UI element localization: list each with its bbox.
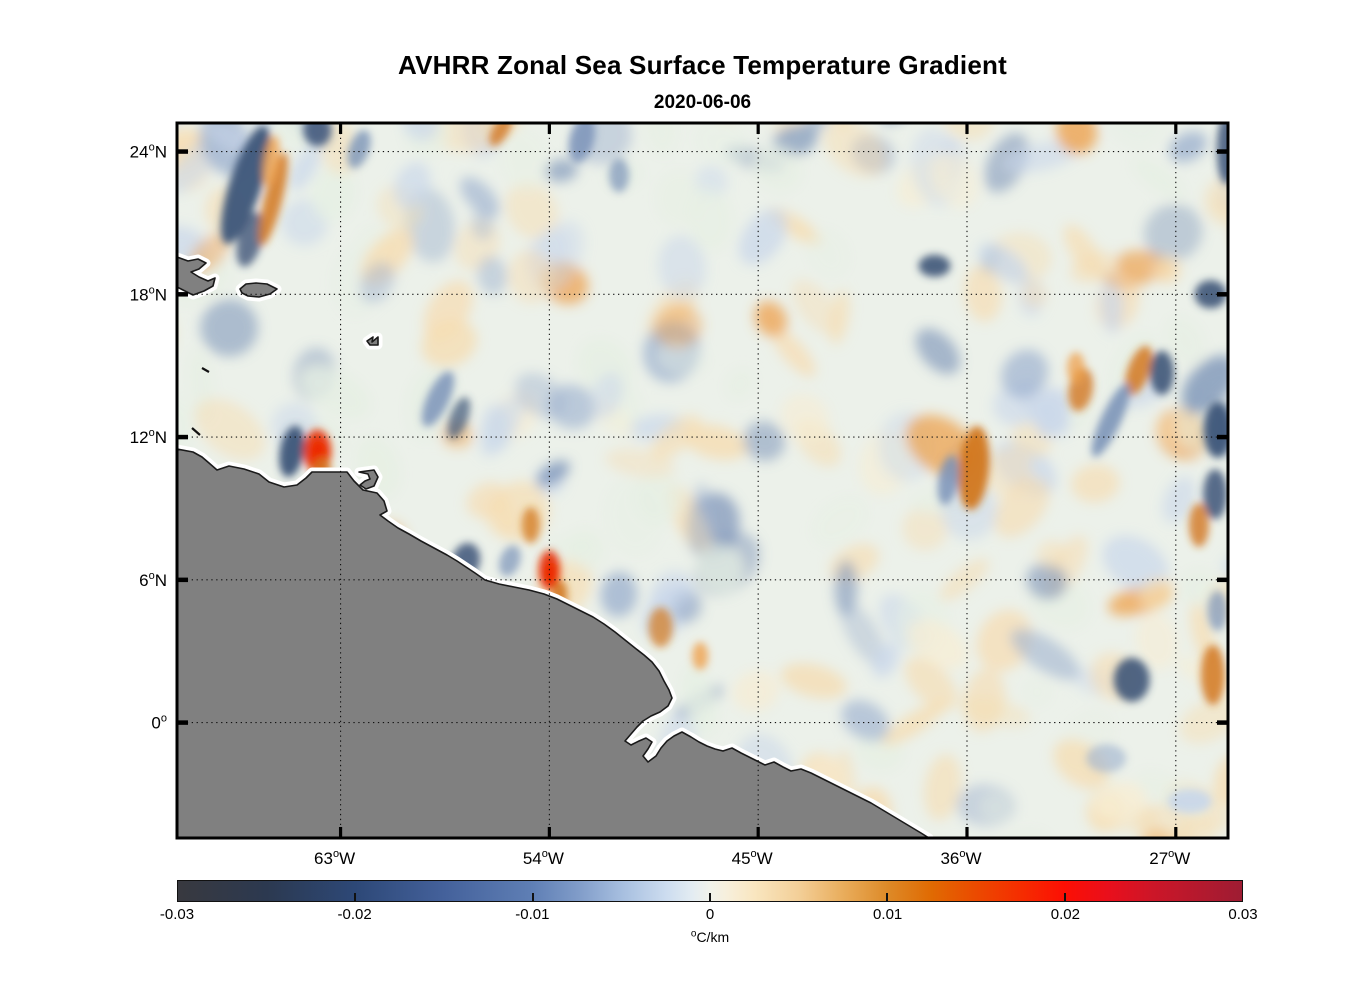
x-axis-tick-label: 63oW — [314, 848, 355, 868]
colorbar-tick-label: 0.02 — [1050, 906, 1080, 923]
colorbar-tick — [886, 893, 889, 901]
colorbar-tick-label: 0 — [705, 906, 715, 923]
colorbar-tick-label: 0.03 — [1228, 906, 1258, 923]
ocean-features — [220, 123, 1228, 814]
colorbar-tick-labels: -0.03 -0.02 -0.01 0 0.01 0.02 0.03 — [160, 906, 1258, 926]
x-axis-tick-label: 45oW — [732, 848, 773, 868]
colorbar-tick-label: -0.01 — [515, 906, 550, 923]
y-axis-tick-label: 12oN — [130, 427, 167, 447]
gridlines — [177, 123, 1228, 838]
colorbar-tick — [531, 893, 534, 901]
land — [177, 252, 934, 838]
colorbar-tick — [354, 893, 357, 901]
colorbar-tick-label: -0.02 — [337, 906, 372, 923]
x-axis-tick-label: 27oW — [1149, 848, 1190, 868]
colorbar-tick-label: -0.03 — [159, 906, 195, 923]
y-axis-tick-label: 18oN — [130, 284, 167, 304]
x-axis-tick-label: 36oW — [940, 848, 981, 868]
x-axis-tick-label: 54oW — [523, 848, 564, 868]
colorbar-tick — [709, 893, 711, 901]
unit-text: C/km — [696, 929, 730, 945]
degree-symbol: o — [690, 928, 697, 940]
chart-title: AVHRR Zonal Sea Surface Temperature Grad… — [398, 50, 1007, 80]
colorbar-unit-label: oC/km — [177, 929, 1243, 945]
colorbar-tick-label: 0.01 — [873, 906, 903, 923]
y-axis-tick-label: 6oN — [139, 570, 167, 590]
colorbar — [177, 880, 1243, 902]
y-axis-tick-label: 0o — [151, 713, 167, 733]
y-axis-tick-label: 24oN — [130, 142, 167, 162]
plot-border — [175, 121, 1230, 840]
chart-date-subtitle: 2020-06-06 — [653, 92, 752, 113]
axis-ticks — [177, 123, 1228, 838]
colorbar-tick — [1063, 893, 1066, 901]
